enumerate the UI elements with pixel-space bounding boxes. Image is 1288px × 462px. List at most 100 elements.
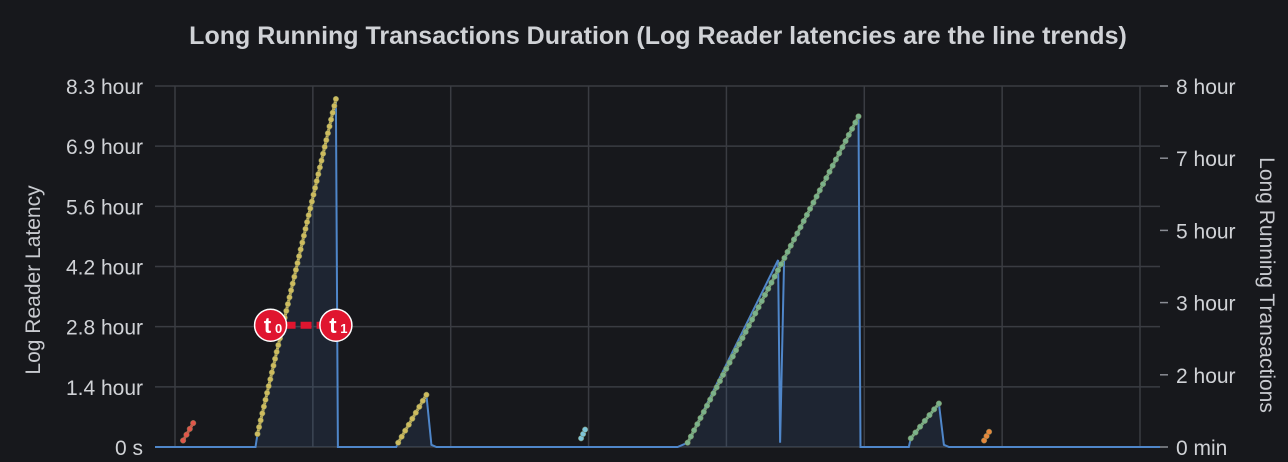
transaction-point: [845, 131, 852, 138]
transaction-point: [305, 212, 312, 219]
transaction-point: [755, 304, 762, 311]
transaction-point: [275, 342, 282, 349]
transaction-point: [183, 431, 190, 438]
transaction-point: [264, 389, 271, 396]
transaction-point: [331, 102, 338, 109]
transaction-point: [260, 403, 267, 410]
transaction-series: [395, 391, 430, 446]
transaction-point: [726, 359, 733, 366]
transaction-point: [300, 232, 307, 239]
left-axis-ticks: 0 s 1.4 hour 2.8 hour 4.2 hour 5.6 hour 6.9 h…: [66, 76, 143, 460]
transaction-point: [771, 273, 778, 280]
transaction-point: [832, 156, 839, 163]
transaction-point: [310, 191, 317, 198]
transaction-point: [774, 267, 781, 274]
transaction-point: [781, 254, 788, 262]
marker-label: t: [264, 313, 272, 338]
transaction-point: [292, 266, 299, 273]
transaction-point: [842, 138, 849, 145]
transaction-point: [765, 285, 772, 292]
marker-subscript: 1: [340, 321, 347, 336]
right-tick-label: 3 hour: [1176, 293, 1236, 316]
transaction-point: [326, 123, 333, 130]
transaction-point: [926, 412, 933, 419]
left-tick-label: 2.8 hour: [66, 317, 143, 340]
transaction-point: [917, 423, 924, 430]
transaction-point: [736, 341, 743, 348]
transaction-point: [272, 355, 279, 362]
left-tick-label: 1.4 hour: [66, 377, 143, 400]
transaction-point: [687, 433, 694, 440]
chart-title: Long Running Transactions Duration (Log …: [189, 22, 1127, 50]
transaction-point: [265, 383, 272, 390]
left-tick-label: 5.6 hour: [66, 196, 143, 219]
transaction-point: [412, 409, 419, 416]
transaction-point: [286, 294, 293, 301]
right-tick-label: 5 hour: [1176, 220, 1236, 243]
transaction-point: [758, 298, 765, 305]
transaction-point: [807, 205, 814, 212]
transaction-point: [270, 362, 277, 369]
transaction-point: [836, 150, 843, 157]
transaction-point: [304, 219, 311, 226]
transaction-point: [308, 198, 315, 205]
transaction-point: [707, 396, 714, 403]
transaction-point: [912, 429, 919, 436]
transaction-point: [582, 426, 589, 433]
left-axis-label: Log Reader Latency: [22, 185, 45, 375]
transaction-point: [405, 421, 412, 428]
transaction-point: [257, 417, 264, 424]
transaction-point: [819, 181, 827, 188]
transaction-point: [813, 193, 820, 200]
transaction-point: [402, 427, 409, 434]
transaction-point: [723, 365, 730, 372]
transaction-point: [752, 310, 759, 317]
transaction-point: [803, 211, 810, 218]
right-tick-label: 2 hour: [1176, 365, 1236, 388]
transaction-point: [761, 291, 769, 298]
marker-subscript: 0: [275, 321, 282, 336]
transaction-point: [797, 224, 804, 231]
transaction-point: [703, 402, 711, 409]
transaction-point: [800, 218, 807, 225]
left-tick-label: 4.2 hour: [66, 257, 143, 280]
transaction-point: [732, 347, 740, 354]
transaction-point: [398, 433, 405, 440]
left-tick-label: 0 s: [115, 437, 143, 460]
transaction-series: [180, 420, 197, 444]
transaction-point: [829, 162, 836, 169]
transaction-series: [981, 428, 993, 444]
transaction-point: [332, 95, 339, 103]
transaction-point: [986, 428, 993, 435]
transaction-point: [328, 116, 335, 123]
transaction-point: [254, 430, 261, 438]
transaction-point: [284, 301, 291, 308]
transaction-point: [268, 369, 275, 376]
transaction-series: [254, 95, 339, 438]
transaction-point: [294, 260, 301, 267]
transaction-point: [694, 421, 701, 428]
transaction-point: [321, 143, 328, 150]
transaction-point: [684, 439, 691, 446]
transaction-point: [816, 187, 823, 194]
transaction-point: [768, 279, 775, 286]
latency-fill: [155, 99, 1160, 447]
transaction-point: [907, 435, 914, 442]
transaction-point: [323, 137, 330, 144]
transaction-point: [794, 230, 801, 237]
transaction-point: [409, 415, 416, 422]
transaction-point: [849, 125, 856, 132]
transaction-point: [713, 384, 720, 391]
left-tick-label: 6.9 hour: [66, 136, 143, 159]
transaction-point: [416, 403, 423, 410]
transaction-point: [320, 150, 327, 157]
transaction-point: [784, 248, 791, 255]
right-axis-ticks: 0 min 2 hour 3 hour 5 hour 7 hour 8 hour: [1160, 76, 1236, 460]
right-tick-label: 0 min: [1176, 437, 1227, 460]
transaction-point: [419, 397, 426, 404]
transaction-point: [289, 280, 296, 287]
transaction-point: [316, 164, 323, 171]
transaction-point: [787, 242, 794, 249]
transaction-point: [186, 425, 193, 432]
